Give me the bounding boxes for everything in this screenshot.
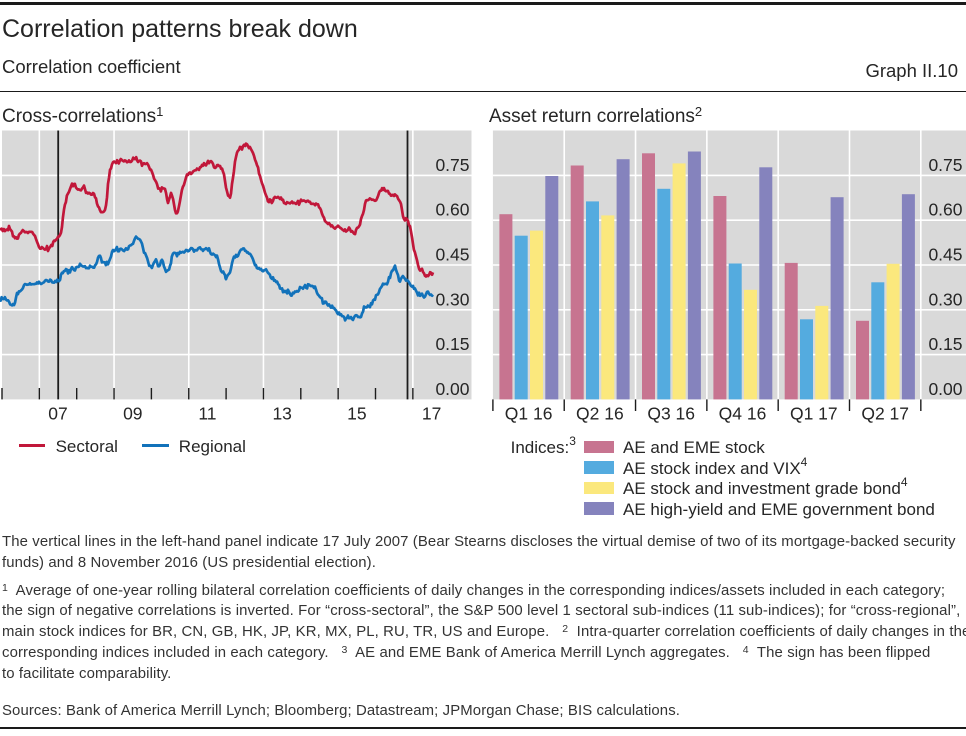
- svg-text:0.30: 0.30: [435, 289, 469, 309]
- svg-text:Q1 17: Q1 17: [790, 404, 838, 424]
- svg-text:09: 09: [123, 404, 142, 424]
- svg-text:0.45: 0.45: [928, 245, 962, 265]
- svg-text:Q1 16: Q1 16: [505, 404, 553, 424]
- svg-text:Q4 16: Q4 16: [719, 404, 767, 424]
- svg-text:0.60: 0.60: [928, 200, 962, 220]
- svg-text:0.75: 0.75: [928, 155, 962, 175]
- svg-text:13: 13: [272, 404, 291, 424]
- svg-text:0.15: 0.15: [928, 334, 962, 354]
- svg-text:0.75: 0.75: [435, 155, 469, 175]
- svg-text:Q2 17: Q2 17: [861, 404, 909, 424]
- svg-text:07: 07: [48, 404, 67, 424]
- svg-text:17: 17: [422, 404, 441, 424]
- svg-text:15: 15: [347, 404, 366, 424]
- svg-text:0.15: 0.15: [435, 334, 469, 354]
- svg-text:0.00: 0.00: [928, 379, 962, 399]
- svg-text:11: 11: [198, 404, 216, 424]
- svg-text:Q2 16: Q2 16: [576, 404, 624, 424]
- svg-text:0.00: 0.00: [435, 379, 469, 399]
- svg-text:0.60: 0.60: [435, 200, 469, 220]
- svg-text:0.45: 0.45: [435, 245, 469, 265]
- svg-text:Q3 16: Q3 16: [647, 404, 695, 424]
- svg-text:0.30: 0.30: [928, 289, 962, 309]
